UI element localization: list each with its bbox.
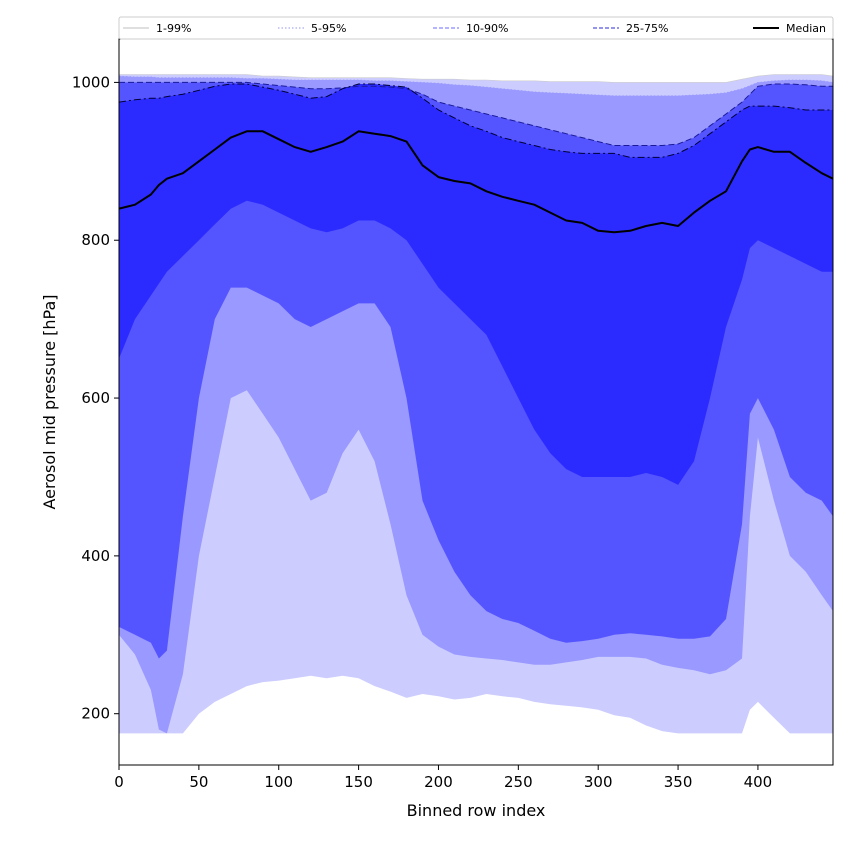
legend-label: 5-95% [311, 22, 346, 35]
x-axis-title: Binned row index [407, 801, 546, 820]
legend-label: 1-99% [156, 22, 191, 35]
band-25-75pct [119, 84, 833, 485]
plot-area [119, 74, 833, 734]
legend: 1-99% 5-95% 10-90% 25-75% Median [118, 16, 834, 40]
x-tick-label: 50 [189, 773, 208, 791]
band-outline-1-99pct [119, 74, 833, 83]
x-tick-label: 300 [584, 773, 613, 791]
band-outline-10-90pct [119, 81, 833, 146]
series-line-median [119, 130, 833, 234]
x-tick-label: 400 [744, 773, 773, 791]
band-outline-5-95pct [119, 75, 833, 97]
y-tick-label: 800 [81, 231, 110, 249]
x-tick-label: 150 [344, 773, 373, 791]
y-tick-label: 400 [81, 547, 110, 565]
x-tick-label: 100 [264, 773, 293, 791]
legend-box [118, 16, 834, 40]
y-axis-title: Aerosol mid pressure [hPa] [40, 294, 59, 509]
legend-label: 25-75% [626, 22, 668, 35]
y-tick-label: 1000 [72, 73, 110, 91]
x-tick-label: 250 [504, 773, 533, 791]
y-tick-label: 600 [81, 389, 110, 407]
x-tick-label: 0 [114, 773, 124, 791]
legend-label: 10-90% [466, 22, 508, 35]
legend-label: Median [786, 22, 826, 35]
plot-clip-group [119, 74, 833, 734]
y-tick-label: 200 [81, 705, 110, 723]
band-outline-25-75pct [119, 83, 833, 158]
x-tick-label: 200 [424, 773, 453, 791]
x-tick-label: 350 [664, 773, 693, 791]
